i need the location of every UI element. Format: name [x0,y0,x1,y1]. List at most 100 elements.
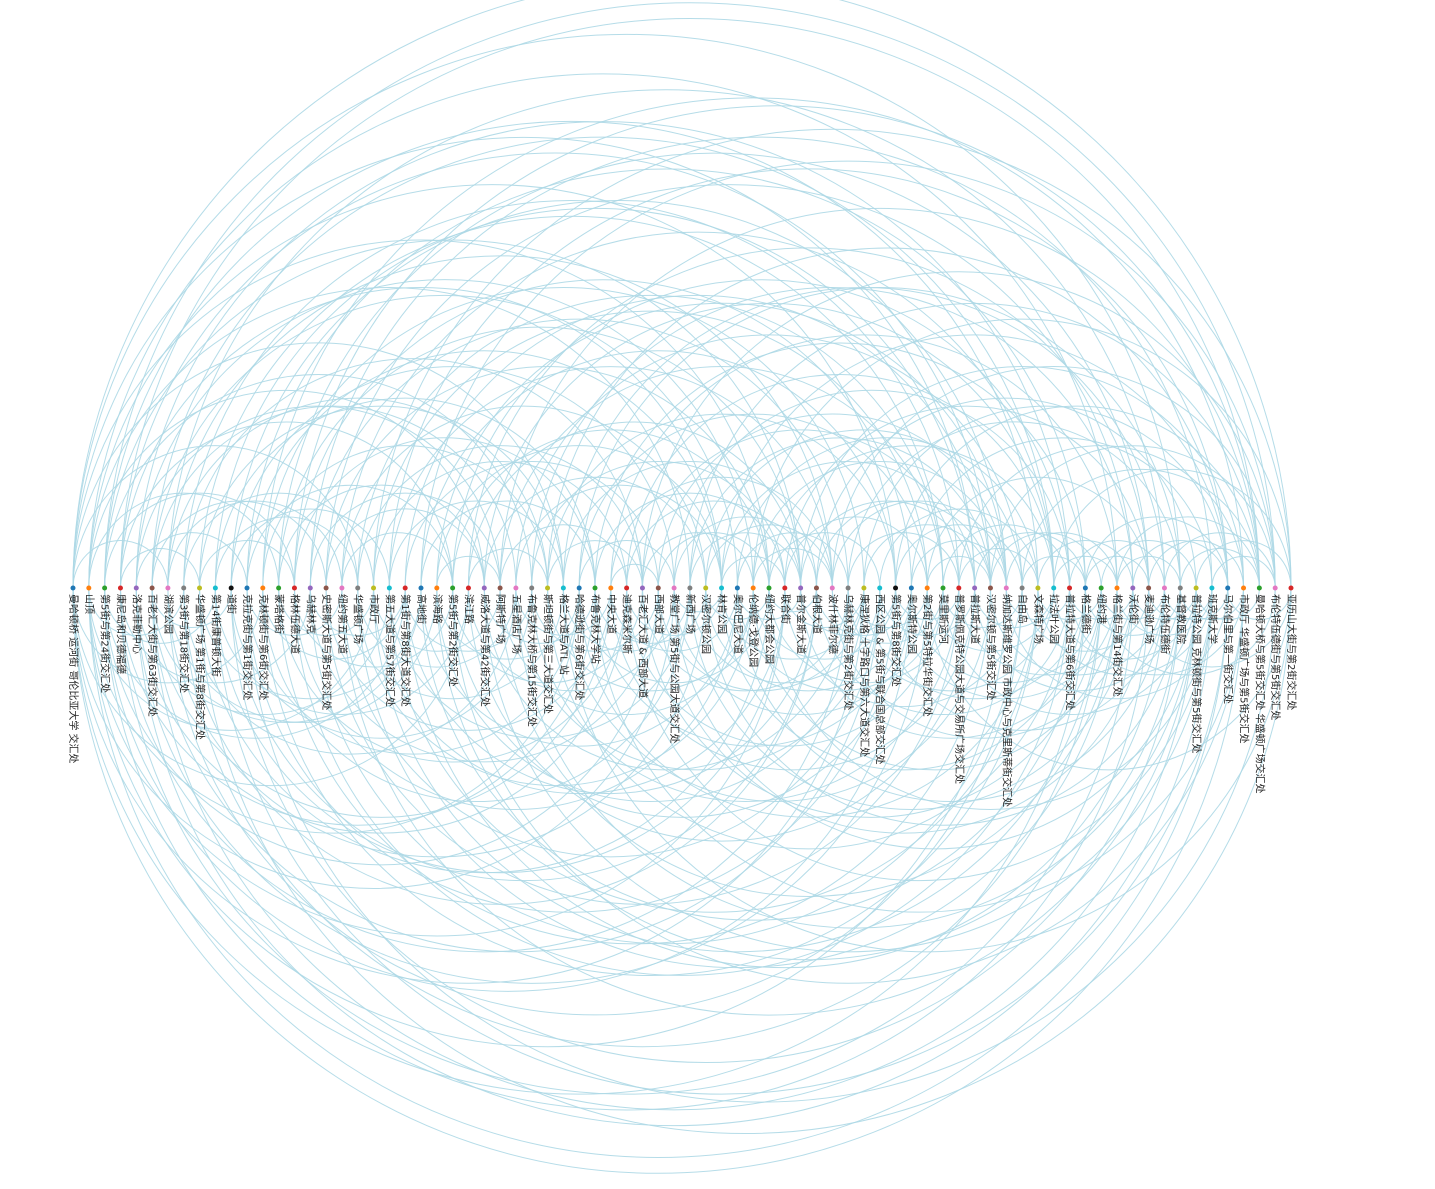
node-dot[interactable] [529,585,535,591]
arc-link [214,516,359,589]
node-dot[interactable] [813,585,819,591]
node-dot[interactable] [291,585,297,591]
arc-link [942,524,1071,589]
node-dot[interactable] [1272,585,1278,591]
node-dot[interactable] [386,585,392,591]
arc-link [483,587,1213,953]
node-label: 史密斯大道与第5街交汇处 [320,594,333,710]
node-dot[interactable] [1193,585,1199,591]
node-dot[interactable] [829,585,835,591]
node-dot[interactable] [465,585,471,591]
arc-link [736,587,802,620]
node-dot[interactable] [339,585,345,591]
node-dot[interactable] [244,585,250,591]
node-dot[interactable] [1098,585,1104,591]
node-dot[interactable] [418,585,424,591]
node-dot[interactable] [1225,585,1231,591]
node-dot[interactable] [481,585,487,591]
node-dot[interactable] [687,585,693,591]
node-dot[interactable] [1019,585,1025,591]
arc-link [547,587,754,692]
node-dot[interactable] [434,585,440,591]
node-dot[interactable] [450,585,456,591]
node-dot[interactable] [576,585,582,591]
node-dot[interactable] [671,585,677,591]
node-dot[interactable] [402,585,408,591]
node-dot[interactable] [1146,585,1152,591]
node-dot[interactable] [70,585,76,591]
node-dot[interactable] [845,585,851,591]
node-dot[interactable] [1288,585,1294,591]
node-dot[interactable] [908,585,914,591]
node-dot[interactable] [956,585,962,591]
node-dot[interactable] [1003,585,1009,591]
node-dot[interactable] [608,585,614,591]
node-dot[interactable] [228,585,234,591]
node-dot[interactable] [1082,585,1088,591]
node-dot[interactable] [972,585,978,591]
node-label: 乌赫林克街与第2街交汇处 [842,594,855,710]
node-dot[interactable] [1051,585,1057,591]
node-dot[interactable] [1161,585,1167,591]
node-dot[interactable] [924,585,930,591]
node-dot[interactable] [750,585,756,591]
node-dot[interactable] [165,585,171,591]
node-dot[interactable] [102,585,108,591]
node-dot[interactable] [655,585,661,591]
node-dot[interactable] [1130,585,1136,591]
arc-link [135,587,1213,1127]
arc-link [784,405,1150,589]
node-dot[interactable] [133,585,139,591]
node-dot[interactable] [149,585,155,591]
arc-link [72,136,976,589]
arc-link [705,524,833,589]
arc-link [1148,540,1245,589]
node-dot[interactable] [260,585,266,591]
node-dot[interactable] [782,585,788,591]
node-dot[interactable] [513,585,519,591]
node-dot[interactable] [1035,585,1041,591]
node-label: 伦纳德·戈登公园 [747,594,760,667]
node-dot[interactable] [639,585,645,591]
node-label: 第5街与第2街交汇处 [447,594,460,687]
node-label: 斯坦顿街与第三大道交汇处 [542,594,555,714]
node-dot[interactable] [703,585,709,591]
node-dot[interactable] [307,585,313,591]
node-dot[interactable] [497,585,503,591]
arc-link [309,136,1213,589]
node-dot[interactable] [560,585,566,591]
node-dot[interactable] [893,585,899,591]
node-dot[interactable] [197,585,203,591]
node-dot[interactable] [877,585,883,591]
node-dot[interactable] [861,585,867,591]
node-dot[interactable] [624,585,630,591]
node-dot[interactable] [276,585,282,591]
node-dot[interactable] [323,585,329,591]
node-dot[interactable] [86,585,92,591]
node-dot[interactable] [734,585,740,591]
node-dot[interactable] [1067,585,1073,591]
arc-link [515,587,612,636]
node-dot[interactable] [592,585,598,591]
node-dot[interactable] [545,585,551,591]
node-dot[interactable] [1114,585,1120,591]
node-dot[interactable] [798,585,804,591]
node-dot[interactable] [987,585,993,591]
node-dot[interactable] [212,585,218,591]
node-dot[interactable] [940,585,946,591]
node-dot[interactable] [181,585,187,591]
node-dot[interactable] [355,585,361,591]
node-label: 普拉特大道与第6街交汇处 [1064,594,1077,710]
arc-link [262,97,1245,589]
node-dot[interactable] [719,585,725,591]
node-dot[interactable] [1177,585,1183,591]
node-dot[interactable] [1209,585,1215,591]
node-dot[interactable] [371,585,377,591]
arc-link [863,524,991,589]
node-dot[interactable] [1241,585,1247,591]
node-dot[interactable] [117,585,123,591]
arc-link [673,587,928,715]
node-dot[interactable] [766,585,772,591]
node-dot[interactable] [1256,585,1262,591]
node-label: 格兰大道与ATL 站 [557,594,570,675]
